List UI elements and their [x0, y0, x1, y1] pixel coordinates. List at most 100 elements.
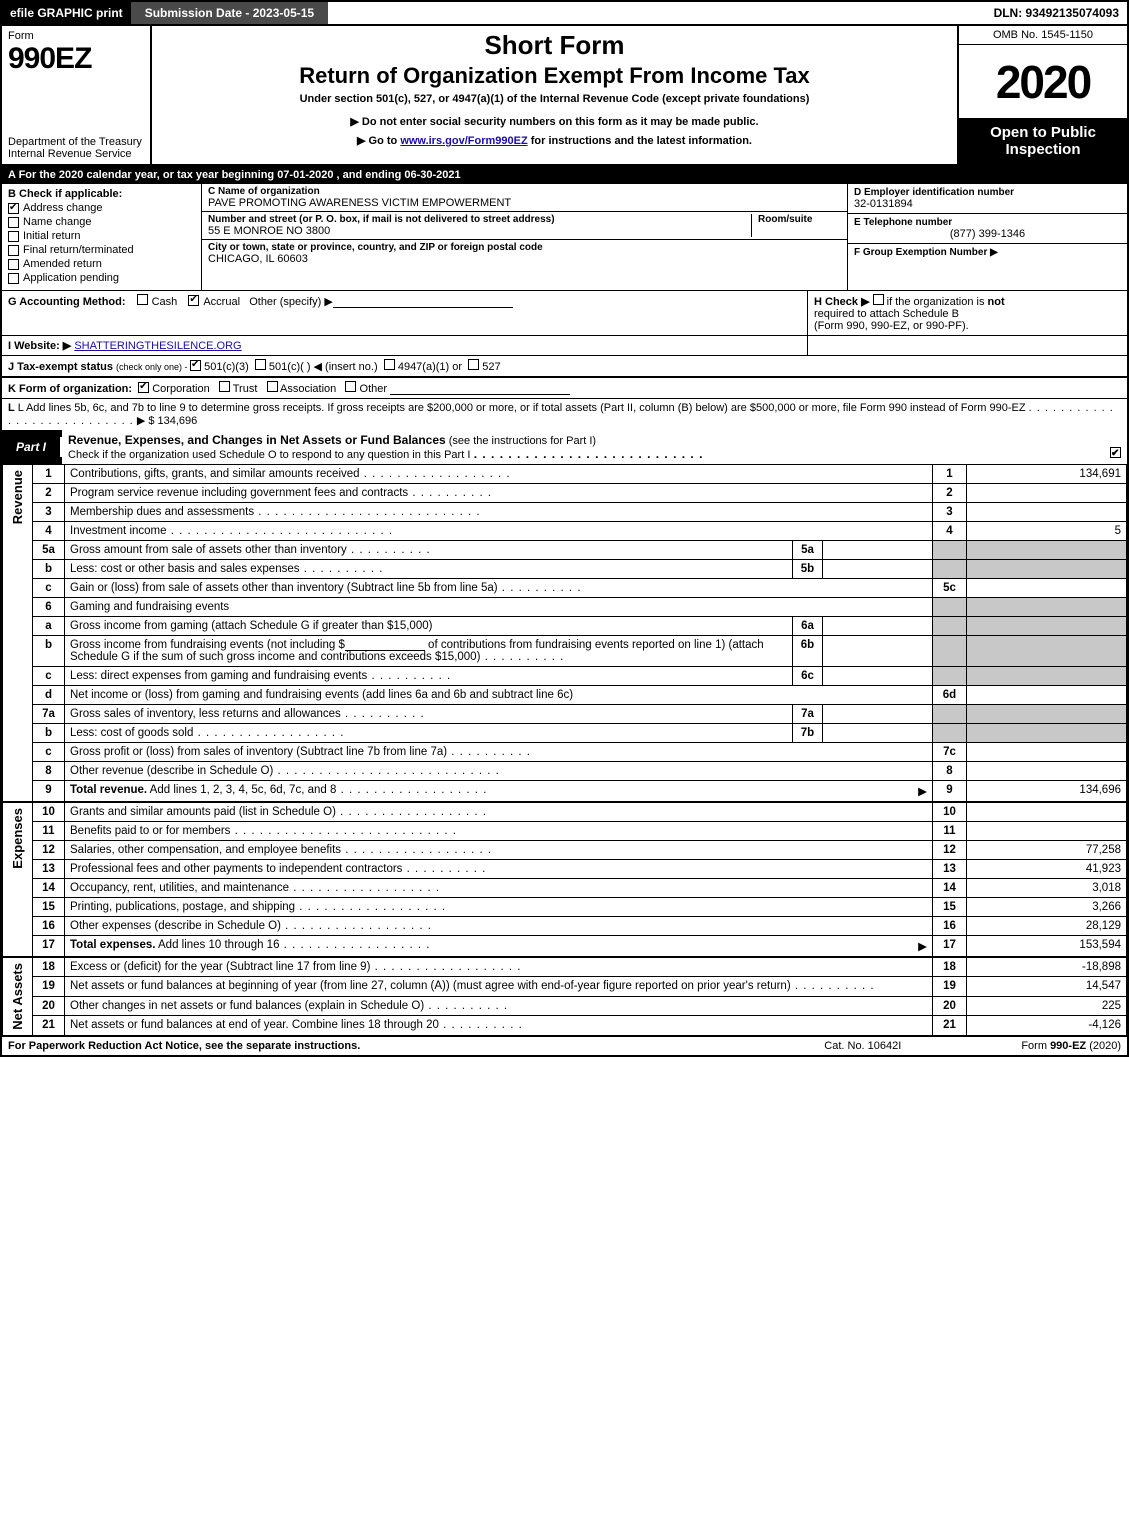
h-line2: required to attach Schedule B	[814, 308, 959, 320]
chk-initial-return[interactable]: Initial return	[8, 230, 195, 242]
return-subtitle: Under section 501(c), 527, or 4947(a)(1)…	[160, 93, 949, 105]
sub-value	[823, 724, 933, 743]
sub-label: 5b	[793, 560, 823, 579]
group-exemption-cell: F Group Exemption Number ▶	[848, 244, 1127, 290]
line-desc: Gain or (loss) from sale of assets other…	[70, 582, 498, 594]
form-ref: Form 990-EZ (2020)	[1021, 1040, 1121, 1052]
line-desc: Investment income	[70, 525, 167, 537]
website-link[interactable]: SHATTERINGTHESILENCE.ORG	[74, 340, 241, 352]
sub-value	[823, 541, 933, 560]
line-21: 21Net assets or fund balances at end of …	[3, 1016, 1127, 1035]
line-desc: Gross amount from sale of assets other t…	[70, 544, 347, 556]
org-name-value: PAVE PROMOTING AWARENESS VICTIM EMPOWERM…	[208, 197, 841, 209]
sub-label: 7a	[793, 705, 823, 724]
box-num: 13	[933, 860, 967, 879]
line-12: 12 Salaries, other compensation, and empl…	[3, 841, 1127, 860]
checkbox-icon	[8, 217, 19, 228]
line-16: 16Other expenses (describe in Schedule O…	[3, 917, 1127, 936]
city-row: City or town, state or province, country…	[202, 240, 847, 267]
chk-name-change[interactable]: Name change	[8, 216, 195, 228]
line-20: 20Other changes in net assets or fund ba…	[3, 996, 1127, 1015]
box-num: 17	[933, 936, 967, 958]
checkbox-icon[interactable]	[345, 381, 356, 392]
irs-link[interactable]: www.irs.gov/Form990EZ	[400, 135, 527, 147]
irs-label: Internal Revenue Service	[8, 148, 144, 160]
box-num: 12	[933, 841, 967, 860]
h-prefix: H Check ▶	[814, 296, 873, 308]
line-desc: Gross income from gaming (attach Schedul…	[70, 620, 432, 632]
g-other: Other (specify) ▶	[249, 296, 333, 308]
checkbox-icon[interactable]	[255, 359, 266, 370]
phone-label: E Telephone number	[854, 217, 1121, 228]
checkbox-icon[interactable]	[188, 295, 199, 306]
box-num: 14	[933, 879, 967, 898]
section-b-label: B Check if applicable:	[8, 188, 195, 200]
cat-no: Cat. No. 10642I	[824, 1040, 901, 1052]
efile-graphic-print: efile GRAPHIC print	[2, 2, 131, 24]
row-j: J Tax-exempt status (check only one) - 5…	[2, 356, 1127, 378]
section-def: D Employer identification number 32-0131…	[847, 184, 1127, 290]
line-desc: Other changes in net assets or fund bala…	[70, 1000, 424, 1012]
line-9: 9Total revenue. Add lines 1, 2, 3, 4, 5c…	[3, 781, 1127, 803]
k-other: Other	[360, 383, 388, 395]
checkbox-icon[interactable]	[267, 381, 278, 392]
line-desc: Less: cost of goods sold	[70, 727, 193, 739]
line-10: Expenses 10Grants and similar amounts pa…	[3, 802, 1127, 822]
j-label: J Tax-exempt status	[8, 361, 113, 373]
street-label: Number and street (or P. O. box, if mail…	[208, 214, 751, 225]
line-desc: Other expenses (describe in Schedule O)	[70, 920, 281, 932]
blank-slot[interactable]	[345, 639, 425, 651]
goto-link-line: ▶ Go to www.irs.gov/Form990EZ for instru…	[160, 134, 949, 147]
amount: 77,258	[967, 841, 1127, 860]
amount	[967, 822, 1127, 841]
checkbox-icon[interactable]	[873, 294, 884, 305]
amount	[967, 802, 1127, 822]
j-501c3: 501(c)(3)	[204, 361, 249, 373]
box-num: 7c	[933, 743, 967, 762]
part-1-title-suffix: (see the instructions for Part I)	[446, 435, 596, 447]
checkbox-icon[interactable]	[1110, 447, 1121, 458]
line-desc: Net assets or fund balances at end of ye…	[70, 1019, 439, 1031]
ssn-warning: ▶ Do not enter social security numbers o…	[160, 115, 949, 128]
line-desc: Salaries, other compensation, and employ…	[70, 844, 341, 856]
k-other-slot[interactable]	[390, 383, 570, 395]
chk-final-return[interactable]: Final return/terminated	[8, 244, 195, 256]
l-text: L Add lines 5b, 6c, and 7b to line 9 to …	[18, 402, 1026, 414]
chk-label: Address change	[23, 202, 103, 214]
line-desc: Gaming and fundraising events	[70, 601, 229, 613]
checkbox-icon[interactable]	[190, 360, 201, 371]
chk-amended-return[interactable]: Amended return	[8, 258, 195, 270]
g-label: G Accounting Method:	[8, 296, 126, 308]
section-b: B Check if applicable: Address change Na…	[2, 184, 202, 290]
row-k: K Form of organization: Corporation Trus…	[2, 378, 1127, 399]
line-2: 2Program service revenue including gover…	[3, 484, 1127, 503]
checkbox-icon[interactable]	[468, 359, 479, 370]
line-3: 3Membership dues and assessments 3	[3, 503, 1127, 522]
line-6a: aGross income from gaming (attach Schedu…	[3, 617, 1127, 636]
sub-label: 6c	[793, 667, 823, 686]
checkbox-icon[interactable]	[137, 294, 148, 305]
amount	[967, 743, 1127, 762]
line-desc: Excess or (deficit) for the year (Subtra…	[70, 961, 370, 973]
amount: 14,547	[967, 977, 1127, 996]
part-1-sub: Check if the organization used Schedule …	[68, 449, 470, 461]
chk-application-pending[interactable]: Application pending	[8, 272, 195, 284]
sub-value	[823, 636, 933, 667]
checkbox-icon[interactable]	[219, 381, 230, 392]
row-i: I Website: ▶ SHATTERINGTHESILENCE.ORG	[2, 336, 1127, 356]
line-5a: 5aGross amount from sale of assets other…	[3, 541, 1127, 560]
box-num: 9	[933, 781, 967, 803]
entity-box: B Check if applicable: Address change Na…	[2, 184, 1127, 291]
row-g-h: G Accounting Method: Cash Accrual Other …	[2, 291, 1127, 336]
checkbox-icon[interactable]	[384, 359, 395, 370]
other-specify-slot[interactable]	[333, 296, 513, 308]
k-trust: Trust	[233, 383, 258, 395]
line-desc: Printing, publications, postage, and shi…	[70, 901, 295, 913]
form-number: 990EZ	[8, 42, 144, 76]
checkbox-icon[interactable]	[138, 382, 149, 393]
line-desc-bold: Total expenses.	[70, 939, 155, 951]
chk-address-change[interactable]: Address change	[8, 202, 195, 214]
chk-label: Amended return	[23, 258, 102, 270]
j-small: (check only one) -	[116, 362, 190, 372]
line-desc: Gross profit or (loss) from sales of inv…	[70, 746, 447, 758]
